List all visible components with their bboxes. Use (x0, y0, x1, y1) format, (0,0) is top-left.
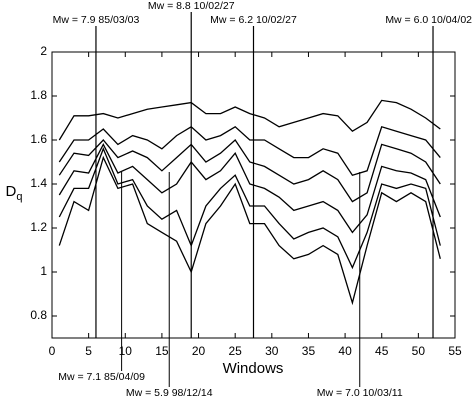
x-tick-label: 50 (412, 344, 426, 358)
y-tick-label: 1.4 (30, 176, 47, 190)
series-line (58, 142, 441, 234)
series-line (58, 147, 441, 270)
event-label: Mw = 6.0 10/04/02 (385, 14, 472, 26)
series-line (58, 125, 441, 176)
event-label: Mw = 7.9 85/03/03 (53, 14, 140, 26)
series-line (58, 139, 441, 203)
x-tick-label: 25 (229, 344, 243, 358)
y-tick-label: 2 (40, 44, 47, 58)
y-tick-label: 0.8 (30, 308, 47, 322)
y-axis-title-main: D (6, 183, 17, 200)
series-line (58, 99, 441, 141)
event-label: Mw = 5.9 98/12/14 (126, 387, 213, 399)
y-tick-label: 1.2 (30, 220, 47, 234)
x-tick-label: 30 (265, 344, 279, 358)
x-tick-label: 35 (302, 344, 316, 358)
event-label: Mw = 8.8 10/02/27 (148, 0, 235, 12)
x-tick-label: 55 (448, 344, 462, 358)
series-line (58, 155, 441, 306)
y-axis-title-subscript: q (16, 191, 22, 203)
event-label: Mw = 6.2 10/02/27 (210, 14, 297, 26)
x-tick-label: 0 (49, 344, 56, 358)
x-tick-label: 10 (119, 344, 133, 358)
x-tick-label: 5 (85, 344, 92, 358)
x-tick-label: 45 (375, 344, 389, 358)
event-label: Mw = 7.1 85/04/09 (58, 371, 145, 383)
y-tick-label: 1.6 (30, 132, 47, 146)
x-tick-label: 40 (338, 344, 352, 358)
x-tick-label: 15 (155, 344, 169, 358)
y-tick-label: 1 (40, 264, 47, 278)
y-tick-label: 1.8 (30, 88, 47, 102)
event-label: Mw = 7.0 10/03/11 (317, 387, 403, 399)
y-axis-title: Dq (6, 183, 23, 203)
x-axis-title: Windows (223, 360, 284, 377)
x-tick-label: 20 (192, 344, 206, 358)
